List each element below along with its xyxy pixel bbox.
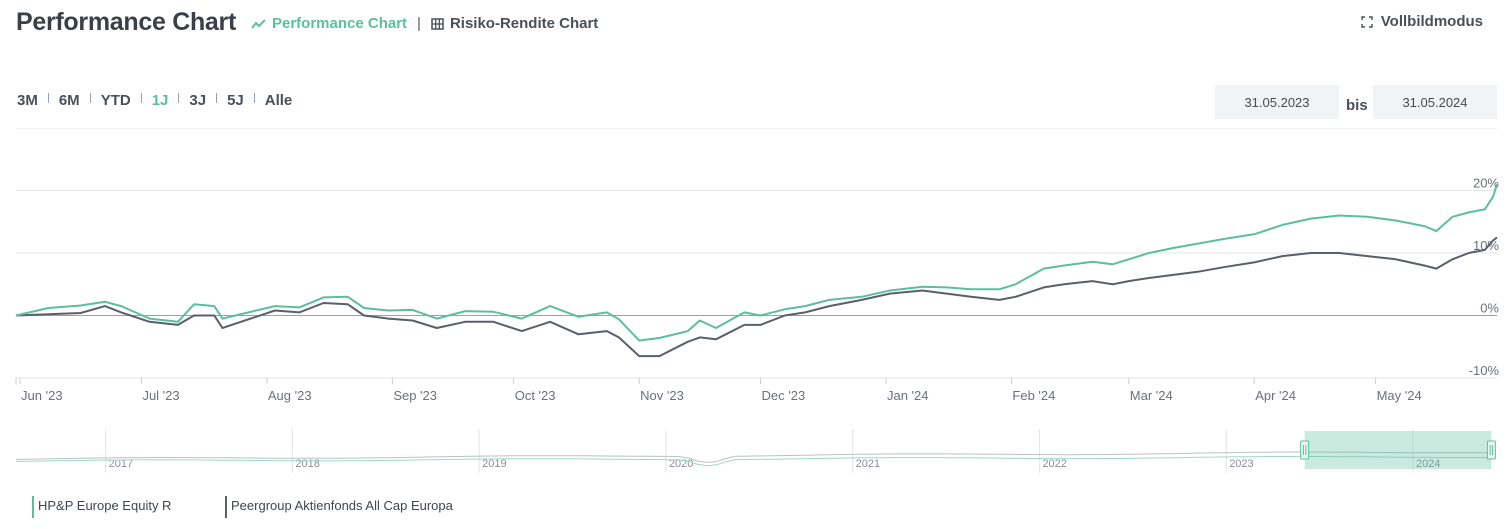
series-line xyxy=(15,183,1498,342)
x-tick-label: Jan '24 xyxy=(887,388,929,403)
x-tick-label: Dec '23 xyxy=(762,388,806,403)
date-separator: bis xyxy=(1346,97,1368,114)
navigator-peer-line xyxy=(15,451,1492,463)
legend-item-peer[interactable]: Peergroup Aktienfonds All Cap Europa xyxy=(225,496,453,518)
page-title: Performance Chart xyxy=(16,8,236,36)
range-separator xyxy=(47,92,49,103)
tab-risk-return-chart[interactable]: Risiko-Rendite Chart xyxy=(431,15,598,32)
tab-separator: | xyxy=(417,15,421,32)
grid-icon xyxy=(431,17,444,30)
range-6m[interactable]: 6M xyxy=(58,92,80,109)
navigator-year-label: 2024 xyxy=(1416,458,1440,470)
x-tick-label: Nov '23 xyxy=(640,388,684,403)
range-3m[interactable]: 3M xyxy=(17,92,38,109)
legend-item-fund[interactable]: HP&P Europe Equity R xyxy=(32,496,172,518)
chart-type-tabs: Performance Chart | Risiko-Rendite Chart xyxy=(251,15,598,32)
range-separator xyxy=(89,92,91,103)
range-separator xyxy=(178,92,180,103)
range-1j[interactable]: 1J xyxy=(151,92,169,109)
legend-label: Peergroup Aktienfonds All Cap Europa xyxy=(231,498,453,513)
fullscreen-label: Vollbildmodus xyxy=(1380,13,1483,30)
x-tick-label: Feb '24 xyxy=(1012,388,1055,403)
range-navigator[interactable]: 20172018201920202021202220232024 xyxy=(0,425,1507,475)
navigator-year-label: 2021 xyxy=(856,458,880,470)
range-separator xyxy=(216,92,218,103)
navigator-background xyxy=(16,429,1497,473)
tab-label: Risiko-Rendite Chart xyxy=(449,15,599,32)
navigator-year-label: 2023 xyxy=(1229,458,1253,470)
range-separator xyxy=(253,92,255,103)
x-tick-label: Jul '23 xyxy=(142,388,179,403)
navigator-year-label: 2017 xyxy=(109,458,133,470)
range-alle[interactable]: Alle xyxy=(264,92,293,109)
x-tick-label: May '24 xyxy=(1377,388,1422,403)
x-tick-label: Sep '23 xyxy=(393,388,437,403)
navigator-year-label: 2022 xyxy=(1042,458,1066,470)
x-tick-label: Aug '23 xyxy=(268,388,312,403)
x-tick-label: Mar '24 xyxy=(1130,388,1173,403)
line-chart-icon xyxy=(251,18,266,29)
fullscreen-button[interactable]: Vollbildmodus xyxy=(1361,13,1483,30)
range-separator xyxy=(140,92,142,103)
time-range-selector: 3M 6M YTD 1J 3J 5J Alle xyxy=(17,92,292,109)
navigator-fund-line xyxy=(15,455,1492,467)
series-line xyxy=(15,236,1498,358)
tab-label: Performance Chart xyxy=(272,15,408,32)
navigator-year-label: 2019 xyxy=(482,458,506,470)
legend-label: HP&P Europe Equity R xyxy=(38,498,172,513)
x-tick-label: Apr '24 xyxy=(1255,388,1296,403)
y-tick-label: 20% xyxy=(1473,176,1499,191)
y-tick-label: -10% xyxy=(1469,363,1500,378)
x-tick-label: Oct '23 xyxy=(515,388,556,403)
range-3j[interactable]: 3J xyxy=(189,92,207,109)
y-tick-label: 0% xyxy=(1480,301,1499,316)
range-5j[interactable]: 5J xyxy=(227,92,244,109)
navigator-selection xyxy=(1304,431,1492,469)
performance-chart: 20%10%0%-10%Jun '23 Jul '23 Aug '23 Sep '23… xyxy=(15,128,1500,403)
expand-icon xyxy=(1361,15,1373,28)
range-ytd[interactable]: YTD xyxy=(100,92,131,109)
navigator-handle-left xyxy=(1300,440,1310,460)
tab-performance-chart[interactable]: Performance Chart xyxy=(251,15,407,32)
date-to-input[interactable]: 31.05.2024 xyxy=(1373,85,1497,119)
navigator-year-label: 2018 xyxy=(295,458,319,470)
navigator-handle-right xyxy=(1486,440,1496,460)
x-tick-label: Jun '23 xyxy=(21,388,63,403)
date-from-input[interactable]: 31.05.2023 xyxy=(1215,85,1339,119)
